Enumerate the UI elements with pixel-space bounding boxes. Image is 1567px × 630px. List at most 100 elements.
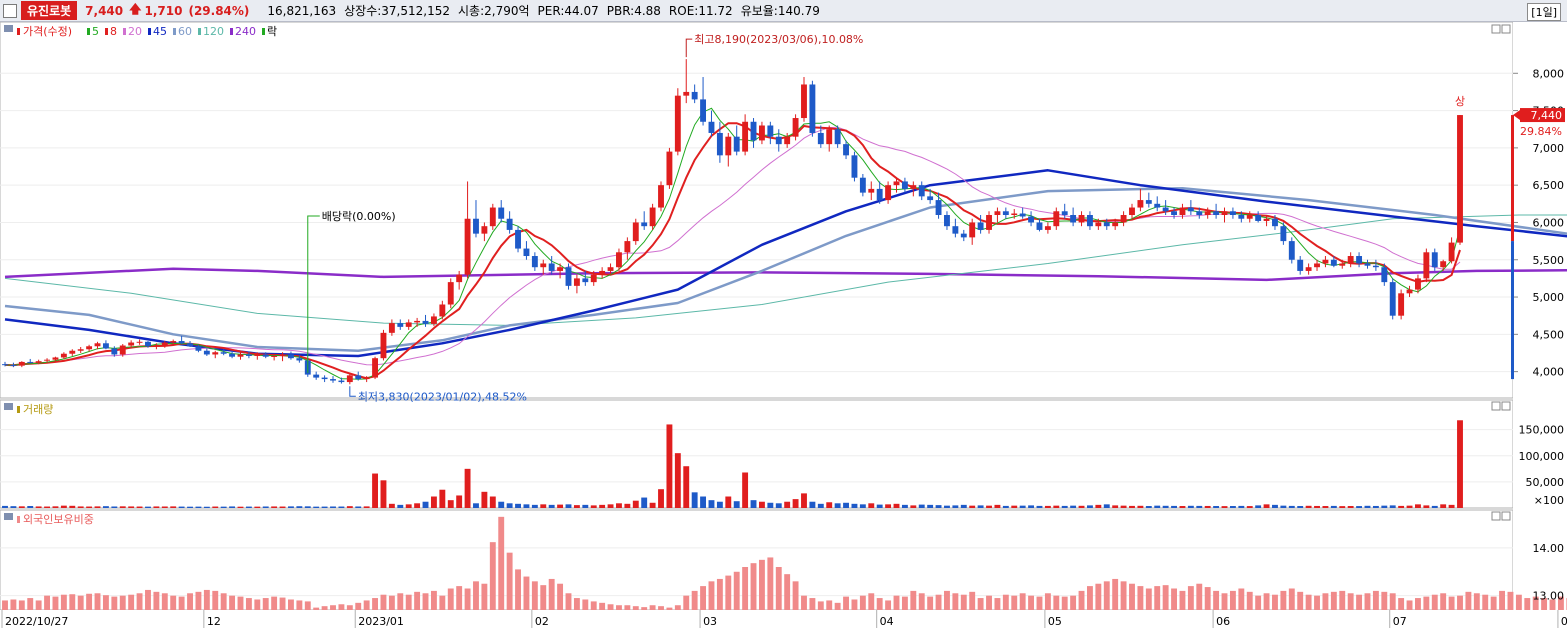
candle-body xyxy=(86,346,93,350)
foreign-bar xyxy=(1490,596,1497,610)
foreign-bar xyxy=(304,601,311,610)
candle-body xyxy=(313,374,320,378)
price-legend-swatch xyxy=(17,28,20,35)
candle-body xyxy=(388,323,395,333)
foreign-bar xyxy=(279,597,286,610)
volume-bar xyxy=(119,506,126,508)
candle-body xyxy=(868,188,875,193)
candle-body xyxy=(540,263,547,268)
stock-name[interactable]: 유진로봇 xyxy=(21,1,78,20)
volume-bar xyxy=(464,468,471,508)
candle-body xyxy=(817,132,824,145)
foreign-bar xyxy=(1229,590,1236,610)
foreign-bar xyxy=(918,593,925,610)
limit-up-text: 상 xyxy=(1455,95,1465,108)
foreign-bar xyxy=(187,593,193,610)
foreign-bar xyxy=(834,602,841,610)
candle-body xyxy=(119,345,126,355)
panel-minmax-icon[interactable] xyxy=(1491,24,1511,34)
volume-bar xyxy=(52,506,59,508)
foreign-bar xyxy=(1398,598,1405,610)
foreign-bar xyxy=(817,601,824,610)
volume-bar xyxy=(102,506,109,508)
ma-legend-swatch xyxy=(105,28,108,35)
volume-bar xyxy=(262,506,269,508)
foreign-bar xyxy=(1145,588,1152,610)
price-panel[interactable] xyxy=(0,22,1514,399)
pbr-value: PBR:4.88 xyxy=(606,3,661,18)
candle-body xyxy=(944,215,950,227)
listed-shares: 상장수:37,512,152 xyxy=(344,4,450,18)
candle-body xyxy=(153,345,160,347)
foreign-panel[interactable] xyxy=(0,509,1514,611)
panel-menu-icon[interactable] xyxy=(4,25,13,32)
grid-lines xyxy=(0,72,1513,597)
volume-bar xyxy=(1171,505,1177,508)
foreign-bar xyxy=(843,596,849,610)
volume-bar xyxy=(1154,505,1161,508)
foreign-bar xyxy=(1238,588,1245,610)
candle-body xyxy=(1238,215,1245,219)
candle-body xyxy=(1457,115,1463,243)
candle-body xyxy=(35,361,42,363)
foreign-bar xyxy=(616,605,622,610)
volume-bar xyxy=(1356,506,1363,508)
candle-body xyxy=(363,377,370,380)
volume-bar xyxy=(212,506,219,508)
select-checkbox[interactable] xyxy=(3,3,17,18)
volume-bar xyxy=(893,503,900,508)
volume-bar xyxy=(35,506,42,508)
volume-bar xyxy=(1238,505,1245,508)
price-tick-label: 7,000 xyxy=(1533,142,1565,155)
candle-body xyxy=(1187,207,1194,212)
price-tick-label: 8,000 xyxy=(1533,67,1565,80)
volume-bar xyxy=(1381,505,1388,508)
candle-body xyxy=(826,129,833,145)
volume-bar xyxy=(414,503,421,508)
period-selector[interactable]: [1일] xyxy=(1527,3,1561,21)
panel-menu-icon[interactable] xyxy=(4,513,13,520)
foreign-bar xyxy=(1406,600,1413,610)
volume-bar xyxy=(557,504,564,508)
volume-bar xyxy=(649,502,656,508)
panel-minmax-icon[interactable] xyxy=(1491,401,1511,411)
panel-menu-icon[interactable] xyxy=(4,403,13,410)
foreign-bar xyxy=(1557,596,1564,610)
volume-bar xyxy=(187,506,193,508)
candle-body xyxy=(254,354,261,356)
foreign-bar xyxy=(372,598,379,610)
volume-bar xyxy=(582,504,589,508)
foreign-bar xyxy=(607,604,614,610)
foreign-bar xyxy=(1507,591,1514,610)
foreign-bar xyxy=(708,581,715,610)
volume-bar xyxy=(758,501,765,508)
candle-body xyxy=(599,270,606,275)
volume-bar xyxy=(792,499,799,508)
volume-bar xyxy=(1255,505,1262,508)
ma-legend-label: 8 xyxy=(110,25,117,38)
candle-body xyxy=(212,352,219,355)
candle-body xyxy=(700,99,707,122)
volume-bar xyxy=(548,504,555,508)
volume-bar xyxy=(691,492,698,508)
foreign-bar xyxy=(94,593,101,610)
candle-body xyxy=(624,241,631,253)
x-tick-label: 02 xyxy=(535,615,549,628)
stock-chart[interactable]: 가격(수정) 5 8 20 45 60 120 240 락 거래량 외국인보유비중 4,000… xyxy=(0,22,1567,630)
foreign-bar xyxy=(1070,595,1077,610)
volume-panel[interactable] xyxy=(0,399,1514,509)
foreign-bar xyxy=(111,596,118,610)
volume-bar xyxy=(1364,505,1371,508)
candle-body xyxy=(632,222,639,242)
candle-body xyxy=(725,136,732,156)
candle-body xyxy=(506,218,513,230)
candle-body xyxy=(69,350,76,354)
volume-bar xyxy=(1440,504,1447,508)
foreign-bar xyxy=(573,598,580,610)
foreign-bar xyxy=(1129,583,1135,610)
x-tick-label: 12 xyxy=(207,615,221,628)
volume-bar xyxy=(1120,505,1127,508)
ma-legend-label: 45 xyxy=(153,25,167,38)
foreign-bar xyxy=(60,594,67,610)
panel-minmax-icon[interactable] xyxy=(1491,511,1511,521)
